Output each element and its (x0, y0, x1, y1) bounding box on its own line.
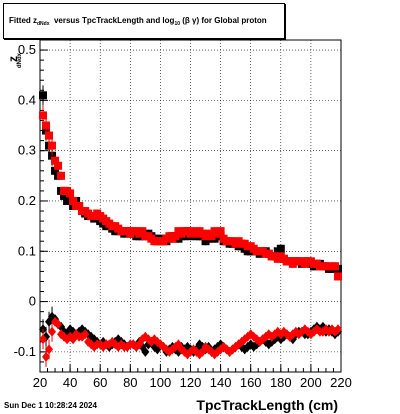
y-tick-label: 0.3 (18, 143, 36, 158)
data-point-square (66, 189, 75, 198)
data-point-square (138, 227, 147, 236)
data-point-diamond (45, 344, 54, 355)
data-point-diamond (39, 334, 48, 345)
y-tick-label: 0.2 (18, 193, 36, 208)
x-tick-label: 140 (210, 375, 232, 390)
y-tick-label: 0.1 (18, 243, 36, 258)
y-axis-label-sub: dNdx (17, 53, 23, 68)
data-point-square (171, 232, 180, 241)
data-point-square (75, 202, 84, 210)
title-subscript-dndx: dNdx (37, 21, 50, 27)
data-point-square (39, 91, 48, 100)
data-point-square (207, 232, 216, 241)
title-middle: versus TpcTrackLength and log (53, 16, 175, 25)
data-point-diamond (54, 319, 63, 330)
data-point-square (69, 196, 78, 205)
title-suffix: (β γ) for Global proton (182, 16, 267, 25)
x-tick-label: 20 (33, 375, 47, 390)
data-point-diamond (39, 324, 48, 335)
x-tick-label: 60 (93, 375, 107, 390)
data-point-diamond (48, 326, 57, 337)
data-point-square (51, 166, 60, 175)
data-point-square (39, 111, 48, 120)
x-tick-label: 120 (180, 375, 202, 390)
data-point-square (60, 191, 69, 200)
chart-title: Fitted zdNdx versus TpcTrackLength and l… (9, 16, 267, 27)
x-axis-label: TpcTrackLength (cm) (196, 397, 338, 413)
data-point-square (42, 121, 51, 130)
data-point-diamond (42, 351, 51, 362)
x-tick-label: 200 (300, 375, 322, 390)
data-point-square (48, 151, 57, 160)
title-prefix: Fitted z (9, 16, 37, 25)
data-point-square (57, 171, 66, 180)
x-tick-label: 100 (150, 375, 172, 390)
x-tick-label: 80 (123, 375, 137, 390)
data-point-square (333, 272, 342, 281)
y-tick-label: 0.5 (18, 42, 36, 57)
data-point-square (48, 141, 57, 150)
title-subscript-10: 10 (174, 21, 180, 27)
x-tick-label: 220 (330, 375, 352, 390)
datestamp: Sun Dec 1 10:28:24 2024 (4, 401, 97, 410)
data-point-diamond (141, 346, 150, 357)
y-tick-label: 0.4 (18, 92, 36, 107)
data-point-square (54, 161, 63, 170)
y-axis-label: z dNdx (4, 42, 24, 82)
y-tick-label: 0 (29, 294, 36, 309)
data-point-square (276, 244, 285, 253)
data-point-diamond (81, 329, 90, 340)
chart-title-box: Fitted zdNdx versus TpcTrackLength and l… (3, 3, 285, 39)
x-tick-label: 40 (63, 375, 77, 390)
data-point-square (51, 156, 60, 165)
data-point-square (45, 131, 54, 140)
x-tick-label: 180 (270, 375, 292, 390)
data-point-diamond (333, 324, 342, 335)
data-point-square (216, 227, 225, 236)
y-tick-label: -0.1 (14, 344, 36, 359)
x-tick-label: 160 (240, 375, 262, 390)
data-point-square (330, 262, 339, 271)
